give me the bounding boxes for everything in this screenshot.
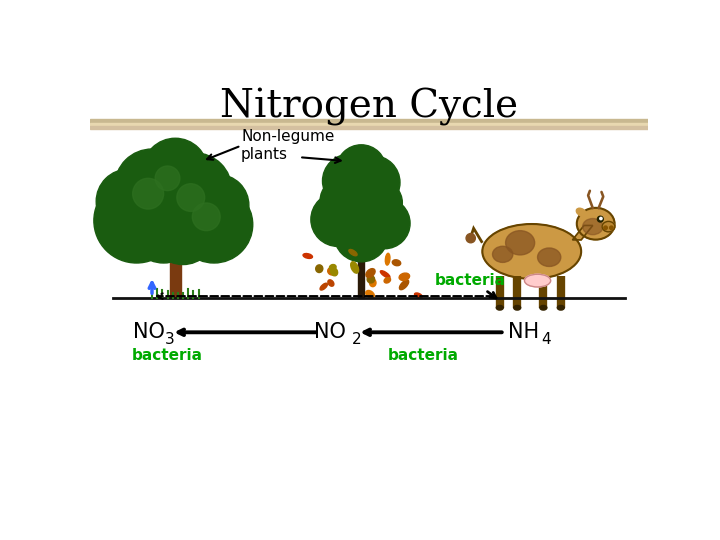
Circle shape — [187, 174, 249, 236]
Bar — [358, 198, 364, 298]
Bar — [90, 123, 648, 126]
Circle shape — [346, 156, 400, 210]
Circle shape — [143, 138, 208, 203]
Circle shape — [323, 154, 377, 208]
Ellipse shape — [320, 283, 328, 290]
Ellipse shape — [576, 208, 586, 216]
Ellipse shape — [367, 275, 374, 283]
Circle shape — [598, 216, 603, 222]
Ellipse shape — [330, 268, 338, 276]
Circle shape — [175, 186, 253, 263]
Ellipse shape — [328, 280, 334, 286]
Ellipse shape — [524, 274, 551, 287]
Circle shape — [96, 169, 161, 234]
Ellipse shape — [316, 265, 323, 273]
Circle shape — [329, 164, 394, 229]
Ellipse shape — [582, 219, 603, 235]
Circle shape — [158, 153, 232, 227]
Text: bacteria: bacteria — [132, 348, 203, 363]
Circle shape — [155, 166, 180, 191]
Ellipse shape — [482, 224, 581, 279]
Text: bacteria: bacteria — [434, 273, 505, 288]
Ellipse shape — [351, 262, 359, 273]
Circle shape — [359, 181, 402, 224]
Circle shape — [359, 198, 410, 249]
Ellipse shape — [380, 271, 390, 278]
Bar — [90, 119, 648, 123]
Circle shape — [336, 145, 386, 194]
Circle shape — [604, 226, 607, 230]
Ellipse shape — [514, 306, 521, 310]
Circle shape — [610, 226, 613, 230]
Ellipse shape — [328, 268, 336, 275]
Ellipse shape — [392, 260, 401, 266]
Ellipse shape — [577, 208, 615, 240]
Bar — [170, 221, 181, 298]
Ellipse shape — [366, 268, 375, 278]
Ellipse shape — [349, 249, 357, 256]
Circle shape — [94, 178, 179, 263]
Text: Non-legume
plants: Non-legume plants — [241, 129, 335, 163]
Ellipse shape — [366, 291, 374, 298]
Ellipse shape — [505, 231, 535, 255]
Ellipse shape — [492, 246, 513, 262]
Circle shape — [334, 208, 388, 262]
Circle shape — [320, 179, 364, 222]
Ellipse shape — [330, 265, 336, 270]
Ellipse shape — [303, 254, 312, 259]
Text: NO: NO — [315, 322, 346, 342]
Text: bacteria: bacteria — [388, 348, 459, 363]
Circle shape — [129, 194, 199, 263]
Ellipse shape — [557, 306, 564, 310]
Circle shape — [311, 193, 365, 246]
Circle shape — [125, 155, 225, 255]
Ellipse shape — [385, 253, 390, 265]
Circle shape — [466, 233, 475, 243]
Polygon shape — [572, 226, 593, 240]
Text: 2: 2 — [352, 333, 361, 348]
Ellipse shape — [496, 306, 503, 310]
Ellipse shape — [415, 293, 422, 298]
Circle shape — [132, 178, 163, 209]
Ellipse shape — [540, 306, 547, 310]
Text: Nitrogen Cycle: Nitrogen Cycle — [220, 88, 518, 126]
Ellipse shape — [602, 221, 615, 232]
Ellipse shape — [399, 273, 410, 280]
Circle shape — [177, 184, 204, 211]
Text: NH: NH — [508, 322, 539, 342]
Circle shape — [600, 218, 602, 220]
Ellipse shape — [538, 248, 561, 266]
Circle shape — [150, 200, 215, 265]
Ellipse shape — [400, 280, 409, 289]
Ellipse shape — [384, 278, 390, 283]
Text: 4: 4 — [541, 333, 551, 348]
Bar — [90, 126, 648, 130]
Ellipse shape — [369, 279, 376, 287]
Circle shape — [192, 203, 220, 231]
Text: NO: NO — [132, 322, 164, 342]
Circle shape — [114, 149, 189, 223]
Text: 3: 3 — [165, 333, 175, 348]
